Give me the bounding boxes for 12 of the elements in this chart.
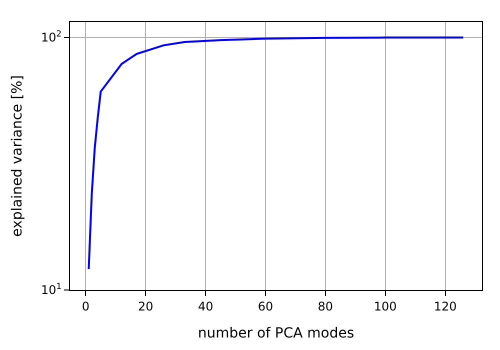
- y-axis-title: explained variance [%]: [10, 75, 26, 237]
- x-tick-label: 60: [258, 299, 274, 314]
- y-tick-label: 10$^{1}$: [40, 281, 62, 298]
- x-tick-label: 40: [198, 299, 214, 314]
- x-tick-label: 100: [374, 299, 397, 314]
- y-tick-label: 10$^{2}$: [40, 28, 62, 45]
- x-tick-label: 20: [138, 299, 154, 314]
- line-series: [88, 36, 464, 270]
- x-tick-label: 120: [434, 299, 457, 314]
- x-axis-title: number of PCA modes: [198, 326, 354, 342]
- x-tick-label: 0: [82, 299, 90, 314]
- x-tick-label: 80: [318, 299, 334, 314]
